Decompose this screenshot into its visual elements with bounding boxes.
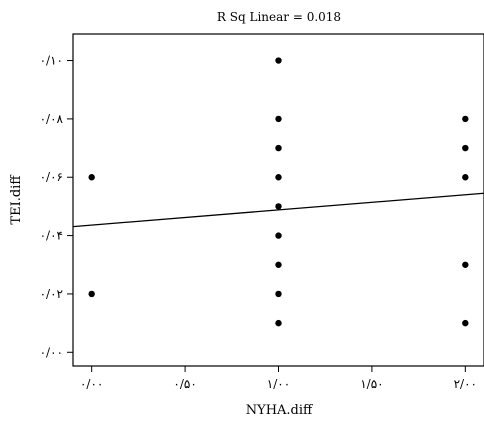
- data-point: [462, 144, 469, 152]
- data-point: [275, 261, 282, 268]
- x-tick-label: ۲/۰۰: [454, 377, 477, 391]
- y-tick-label: ۰/۱۰: [40, 54, 63, 68]
- data-point: [462, 174, 469, 181]
- data-point: [275, 232, 282, 239]
- y-axis-ticks: ۰/۰۰ ۰/۰۲ ۰/۰۴ ۰/۰۶ ۰/۰۸ ۰/۱۰: [40, 54, 73, 359]
- x-tick-label: ۱/۰۰: [267, 377, 290, 391]
- data-point: [275, 203, 282, 210]
- data-point: [275, 115, 282, 123]
- data-point: [462, 261, 469, 268]
- data-point: [88, 290, 95, 298]
- x-axis-title: NYHA.diff: [246, 403, 314, 418]
- x-tick-label: ۰/۵۰: [173, 377, 196, 391]
- data-point: [275, 174, 282, 181]
- chart-title: R Sq Linear = 0.018: [217, 10, 341, 24]
- y-tick-label: ۰/۰۲: [40, 287, 63, 301]
- data-point: [275, 319, 282, 327]
- x-tick-label: ۱/۵۰: [360, 377, 383, 391]
- data-point: [275, 57, 282, 64]
- y-axis-title: TEI.diff: [9, 174, 24, 225]
- data-point: [275, 290, 282, 298]
- x-axis-ticks: ۰/۰۰ ۰/۵۰ ۱/۰۰ ۱/۵۰ ۲/۰۰: [80, 366, 477, 391]
- data-point: [462, 115, 469, 123]
- data-point: [462, 319, 469, 327]
- fit-line-group: [72, 192, 484, 228]
- y-tick-label: ۰/۰۴: [40, 229, 63, 243]
- x-tick-label: ۰/۰۰: [80, 377, 103, 391]
- data-point: [88, 174, 95, 181]
- fit-line: [72, 192, 484, 228]
- y-tick-label: ۰/۰۶: [40, 170, 63, 184]
- y-tick-label: ۰/۰۸: [40, 112, 64, 126]
- data-point: [275, 144, 282, 152]
- data-points: [88, 57, 469, 327]
- y-tick-label: ۰/۰۰: [40, 345, 63, 359]
- plot-frame: [72, 33, 484, 367]
